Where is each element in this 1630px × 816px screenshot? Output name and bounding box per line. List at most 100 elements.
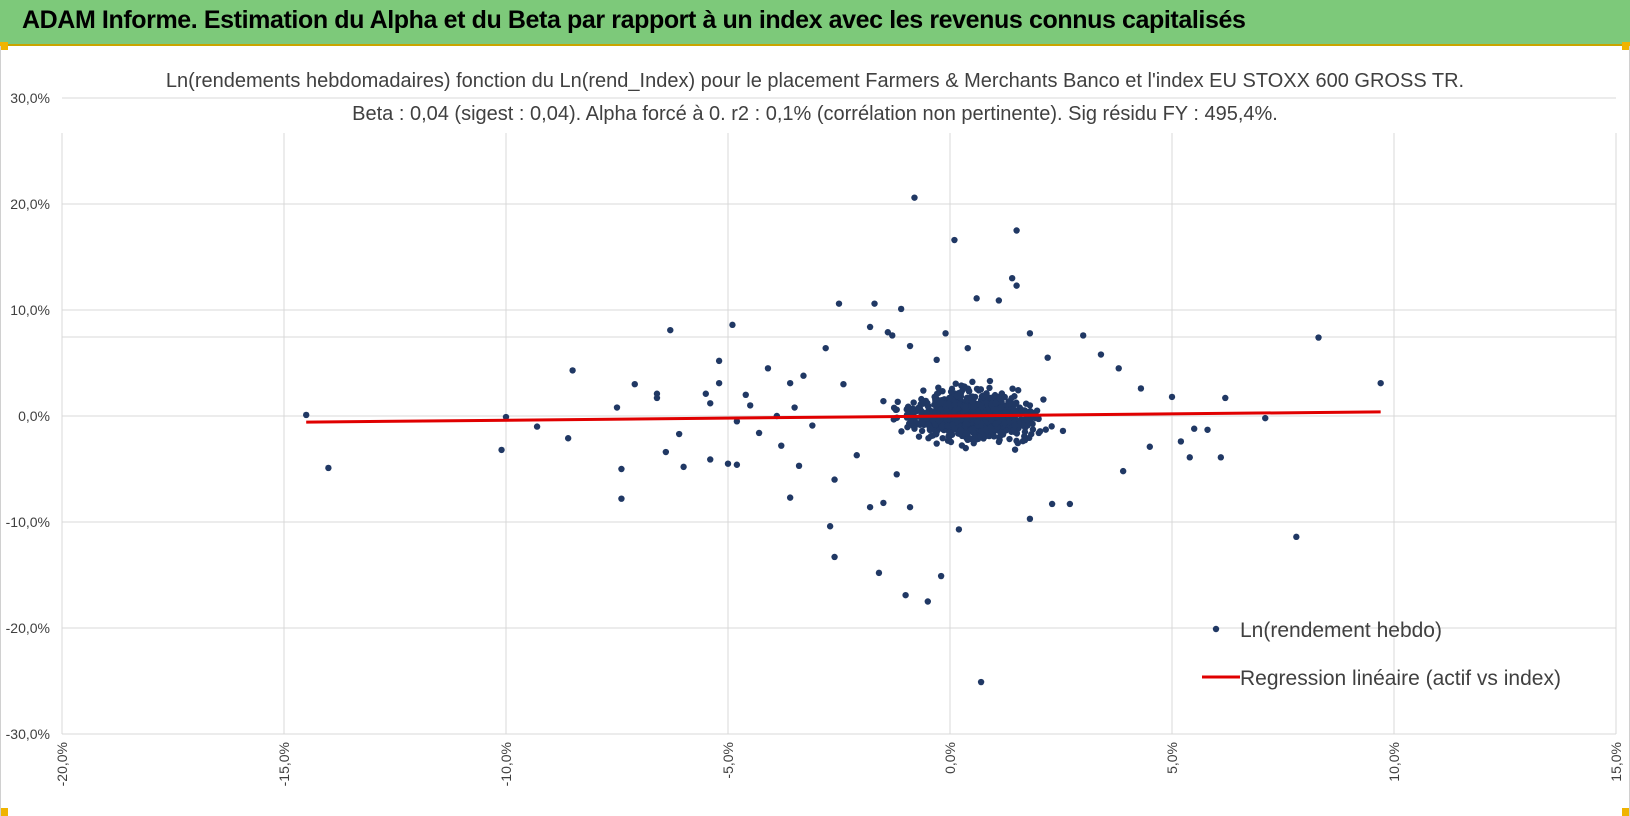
data-point — [907, 417, 914, 424]
data-point — [935, 417, 943, 424]
data-point — [945, 429, 953, 436]
data-point — [840, 381, 847, 388]
data-point — [971, 393, 979, 401]
data-point — [1377, 379, 1384, 387]
data-point — [1026, 330, 1034, 337]
data-point — [933, 356, 940, 364]
data-point — [822, 344, 829, 352]
data-point — [791, 404, 798, 411]
data-point — [866, 323, 874, 331]
data-point — [992, 406, 1000, 413]
data-point — [904, 423, 911, 431]
data-point — [1013, 227, 1020, 234]
data-point — [946, 394, 953, 402]
data-point — [564, 435, 572, 442]
data-point — [924, 598, 931, 605]
x-tick-label: 5,0% — [1164, 742, 1180, 774]
data-point — [906, 342, 914, 350]
data-point — [929, 416, 937, 424]
data-point — [911, 194, 918, 201]
data-point — [973, 295, 980, 302]
data-point — [898, 428, 905, 435]
y-tick-label: -20,0% — [6, 620, 50, 636]
data-point — [977, 678, 985, 686]
data-point — [918, 427, 926, 435]
corner-marker-top-left — [0, 42, 8, 50]
data-point — [715, 357, 723, 365]
data-point — [1011, 421, 1019, 429]
x-tick-label: 10,0% — [1386, 742, 1402, 782]
report-banner: ADAM Informe. Estimation du Alpha et du … — [0, 0, 1630, 46]
data-point — [675, 430, 683, 438]
data-point — [937, 398, 945, 406]
data-point — [303, 411, 310, 419]
data-point — [884, 329, 892, 336]
data-point — [938, 423, 946, 430]
data-point — [742, 391, 749, 398]
data-point — [942, 330, 949, 337]
data-point — [1042, 426, 1049, 433]
data-point — [958, 442, 966, 449]
legend: Ln(rendement hebdo) Regression linéaire … — [1202, 619, 1561, 690]
data-point — [1040, 396, 1047, 403]
data-point — [986, 377, 994, 385]
data-point — [1036, 428, 1044, 435]
grid-lines — [61, 97, 1617, 735]
data-point — [975, 400, 982, 408]
data-point — [982, 426, 990, 433]
data-point — [964, 344, 971, 352]
data-point — [925, 434, 932, 442]
data-point — [871, 300, 878, 307]
y-tick-label: 10,0% — [10, 302, 50, 318]
data-point — [1008, 394, 1015, 402]
data-point — [985, 394, 992, 401]
data-point — [918, 419, 926, 426]
data-point — [949, 421, 956, 429]
data-point — [1222, 394, 1229, 402]
data-point — [875, 569, 883, 577]
data-point — [937, 572, 945, 580]
tick-labels: 30,0%20,0%10,0%0,0%-10,0%-20,0%-30,0%-20… — [6, 90, 1624, 786]
data-point — [939, 434, 946, 442]
data-point — [1315, 334, 1322, 341]
data-point — [1191, 425, 1198, 432]
data-point — [618, 465, 625, 473]
data-point — [973, 385, 981, 393]
data-point — [974, 418, 981, 425]
data-point — [1044, 354, 1051, 361]
data-point — [893, 471, 900, 478]
data-point — [733, 461, 741, 468]
legend-scatter-label: Ln(rendement hebdo) — [1240, 619, 1442, 642]
data-point — [920, 387, 927, 394]
data-point — [786, 379, 794, 387]
data-point — [764, 365, 772, 372]
data-point — [1048, 423, 1055, 430]
data-point — [1059, 427, 1067, 435]
data-point — [910, 399, 917, 406]
data-point — [969, 378, 976, 386]
chart-title: Ln(rendements hebdomadaires) fonction du… — [165, 70, 1465, 92]
data-point — [976, 433, 983, 440]
data-point — [924, 403, 932, 410]
regression-line — [306, 410, 1381, 424]
data-point — [943, 407, 950, 414]
data-point — [1066, 500, 1074, 508]
data-point — [995, 438, 1003, 446]
data-point — [902, 591, 909, 599]
data-point — [325, 464, 332, 472]
data-point — [935, 384, 942, 391]
data-point — [1217, 454, 1225, 461]
data-point — [662, 448, 670, 456]
data-point — [958, 382, 965, 389]
data-point — [997, 432, 1004, 439]
data-point — [702, 390, 709, 397]
data-point — [992, 420, 999, 427]
data-point — [970, 403, 977, 410]
data-point — [835, 300, 843, 307]
data-point — [1262, 414, 1269, 422]
data-point — [918, 407, 925, 415]
data-point — [995, 297, 1003, 304]
data-point — [707, 456, 714, 463]
data-point — [889, 332, 896, 339]
data-point — [1029, 420, 1036, 428]
